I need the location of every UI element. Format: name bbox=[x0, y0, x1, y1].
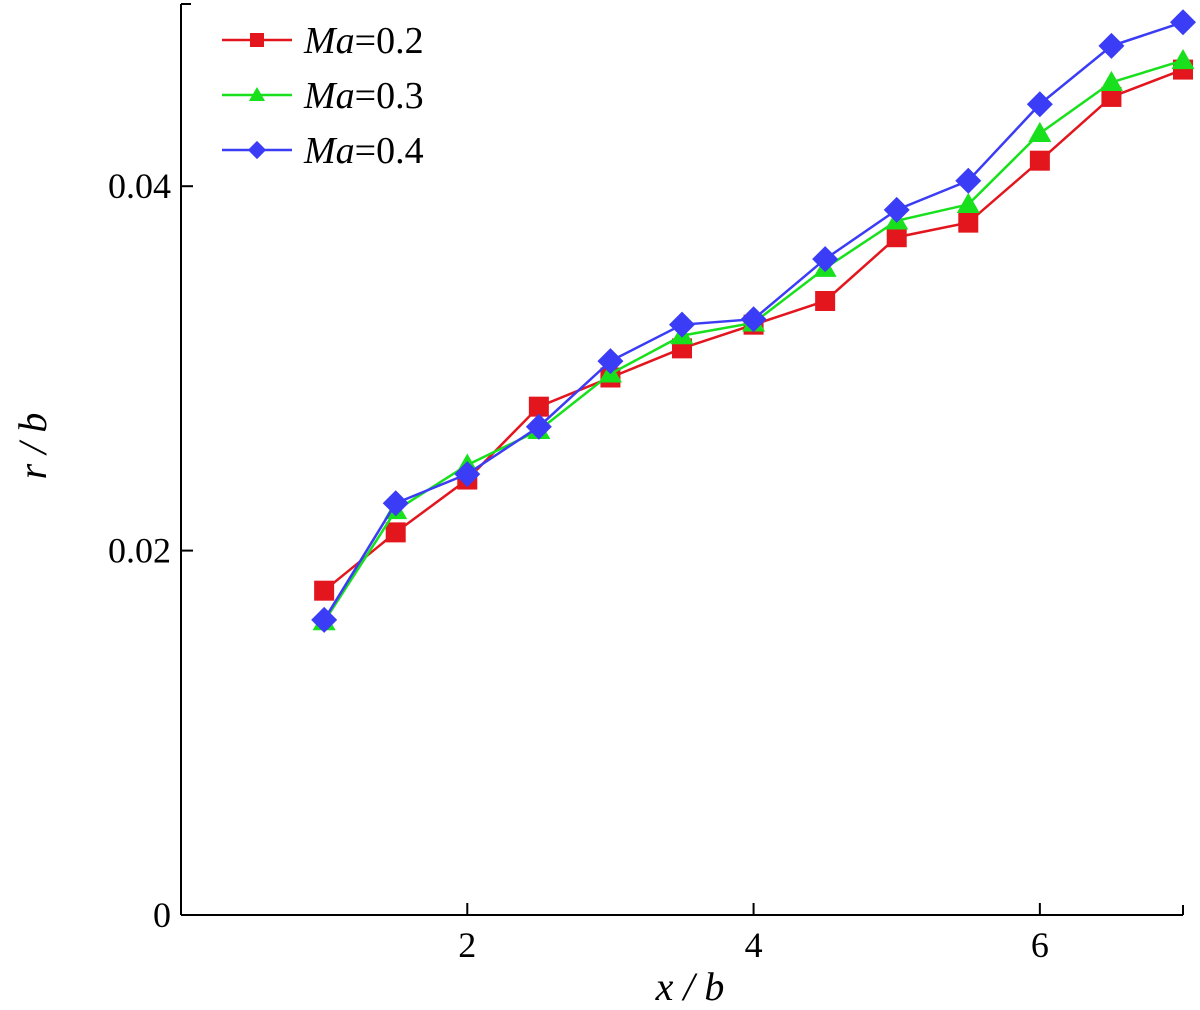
legend-label-italic: Ma bbox=[303, 20, 355, 62]
data-point-diamond bbox=[740, 306, 767, 333]
y-tick-label: 0.04 bbox=[108, 166, 171, 206]
data-point-diamond bbox=[382, 490, 409, 517]
series-triangle bbox=[312, 48, 1195, 631]
legend-label: Ma=0.3 bbox=[303, 75, 424, 117]
data-point-diamond bbox=[669, 311, 695, 338]
axes: 2 4 6 0 0.02 0.04 bbox=[108, 3, 1184, 965]
legend-marker bbox=[248, 86, 266, 102]
data-point-diamond bbox=[525, 413, 552, 440]
data-point-square bbox=[815, 290, 836, 311]
legend-label: Ma=0.2 bbox=[303, 20, 424, 62]
x-tick-label: 4 bbox=[745, 925, 763, 965]
data-point-square bbox=[886, 227, 907, 248]
data-point-triangle bbox=[1099, 70, 1123, 91]
data-point-diamond bbox=[1098, 32, 1125, 59]
x-axis-title-text: x / b bbox=[655, 964, 725, 1009]
legend-label-value: =0.2 bbox=[355, 20, 424, 62]
legend-label-italic: Ma bbox=[303, 75, 355, 117]
x-tick-label: 6 bbox=[1031, 925, 1049, 965]
data-point-triangle bbox=[956, 192, 980, 214]
series-line-triangle bbox=[323, 59, 1184, 623]
x-tick-label: 2 bbox=[458, 925, 476, 965]
data-point-square bbox=[958, 212, 979, 233]
data-point-diamond bbox=[812, 246, 839, 273]
legend-label-value: =0.3 bbox=[355, 75, 424, 117]
legend-item-square: Ma=0.2 bbox=[222, 20, 424, 62]
legend-label-value: =0.4 bbox=[355, 130, 424, 172]
data-point-diamond bbox=[454, 461, 481, 488]
data-point-triangle bbox=[1171, 48, 1195, 70]
data-point-square bbox=[1101, 86, 1122, 107]
data-point-diamond bbox=[597, 348, 624, 375]
data-point-square bbox=[1029, 150, 1050, 171]
series-layer bbox=[311, 9, 1196, 633]
data-point-triangle bbox=[1028, 121, 1052, 142]
y-axis-title-text: r / b bbox=[10, 413, 55, 480]
data-point-diamond bbox=[883, 196, 910, 223]
data-point-square bbox=[385, 522, 406, 543]
legend-marker bbox=[250, 33, 264, 47]
data-point-diamond bbox=[1026, 91, 1053, 118]
x-axis-title: x / b bbox=[655, 964, 725, 1009]
data-point-square bbox=[528, 396, 549, 417]
legend-label-italic: Ma bbox=[303, 130, 355, 172]
y-tick-label: 0.02 bbox=[108, 531, 171, 571]
data-point-square bbox=[314, 580, 335, 601]
legend-marker bbox=[247, 140, 267, 160]
legend-item-triangle: Ma=0.3 bbox=[222, 75, 424, 117]
y-axis-title: r / b bbox=[10, 413, 55, 480]
data-point-diamond bbox=[1170, 9, 1196, 36]
legend-label: Ma=0.4 bbox=[303, 130, 424, 172]
data-point-diamond bbox=[955, 167, 982, 194]
data-point-diamond bbox=[311, 606, 338, 633]
legend-item-diamond: Ma=0.4 bbox=[222, 130, 424, 172]
y-tick-label: 0 bbox=[153, 895, 171, 935]
series-diamond bbox=[311, 9, 1196, 633]
legend: Ma=0.2Ma=0.3Ma=0.4 bbox=[222, 20, 424, 172]
